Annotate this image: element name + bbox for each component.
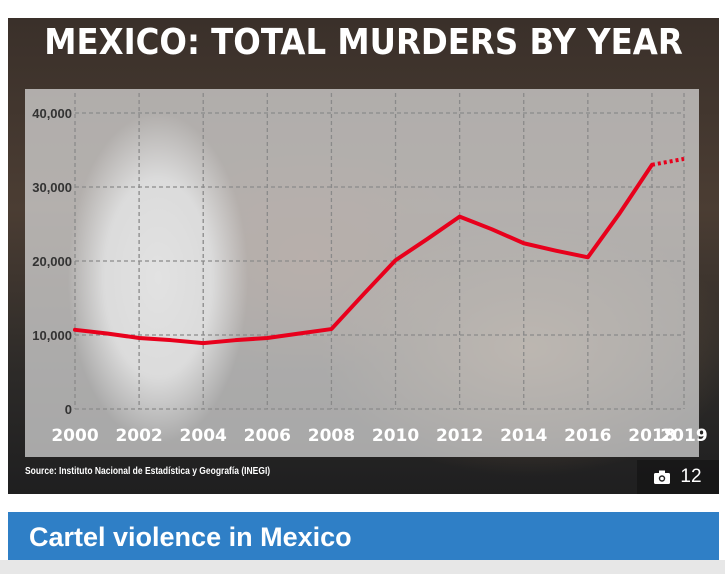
x-tick-label: 2016: [564, 426, 611, 446]
x-tick-label: 2004: [180, 426, 227, 446]
bottom-strip: [0, 560, 725, 574]
x-tick-label: 2014: [500, 426, 547, 446]
y-tick-label: 40,000: [32, 106, 72, 121]
caption-text: Cartel violence in Mexico: [29, 522, 352, 552]
chart-title: MEXICO: TOTAL MURDERS BY YEAR: [44, 22, 683, 63]
gallery-button[interactable]: 12: [637, 460, 719, 494]
y-tick-label: 20,000: [32, 254, 72, 269]
grid: [74, 93, 685, 410]
x-tick-label: 2008: [308, 426, 355, 446]
chart-card: MEXICO: TOTAL MURDERS BY YEAR 0 10,000 20,…: [8, 18, 719, 494]
x-tick-label: 2000: [51, 426, 98, 446]
camera-icon: [654, 470, 671, 484]
x-tick-label: 2019: [660, 426, 707, 446]
y-axis-ticks: 0 10,000 20,000 30,000 40,000: [32, 106, 72, 417]
photo-count: 12: [680, 466, 702, 487]
y-tick-label: 30,000: [32, 180, 72, 195]
x-tick-label: 2002: [115, 426, 162, 446]
y-tick-label: 10,000: [32, 328, 72, 343]
x-tick-label: 2012: [436, 426, 483, 446]
source-note: Source: Instituto Nacional de Estadístic…: [25, 466, 271, 477]
x-tick-label: 2010: [372, 426, 419, 446]
x-tick-label: 2006: [244, 426, 291, 446]
caption-bar: Cartel violence in Mexico: [8, 512, 719, 560]
series-layer: [73, 156, 685, 346]
y-tick-label: 0: [65, 402, 72, 417]
plot-area: [25, 89, 699, 457]
x-axis-ticks: 2000 2002 2004 2006 2008 2010 2012 2014 2016 2018…: [51, 426, 707, 446]
x-tick-label: 2018: [628, 426, 675, 446]
